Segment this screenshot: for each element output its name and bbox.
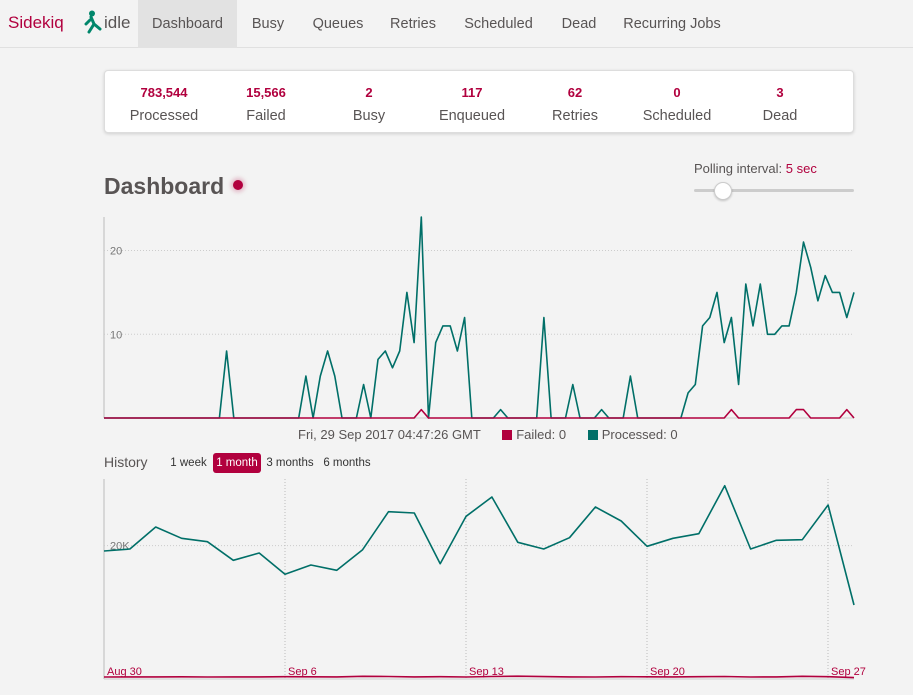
- stat-label: Scheduled: [642, 108, 712, 124]
- brand-logo[interactable]: Sidekiq: [8, 13, 64, 32]
- legend-timestamp: Fri, 29 Sep 2017 04:47:26 GMT: [298, 427, 481, 442]
- live-beacon-icon: [233, 180, 243, 190]
- failed-swatch-icon: [502, 430, 513, 440]
- page-title: Dashboard: [104, 173, 225, 199]
- tab-queues[interactable]: Queues: [312, 16, 364, 32]
- tab-recurring-jobs[interactable]: Recurring Jobs: [623, 16, 721, 32]
- polling-interval-slider[interactable]: [694, 189, 854, 192]
- stat-label: Processed: [129, 108, 199, 124]
- series-line-failed: [103, 675, 855, 679]
- x-tick-label: Sep 6: [288, 666, 317, 678]
- y-tick-label: 10: [110, 329, 122, 341]
- stat-label: Retries: [552, 108, 598, 124]
- tab-dead[interactable]: Dead: [561, 16, 597, 32]
- stat-value: 0: [673, 85, 681, 100]
- stat-value: 3: [776, 85, 784, 100]
- y-tick-label: 20: [110, 246, 122, 258]
- stat-value: 117: [461, 85, 483, 100]
- legend-failed: Failed: 0: [516, 427, 567, 442]
- tab-busy[interactable]: Busy: [251, 16, 285, 32]
- series-line-processed: [104, 216, 855, 419]
- processed-swatch-icon: [587, 430, 598, 440]
- range-1-week[interactable]: 1 week: [170, 457, 207, 469]
- status-text: idle: [104, 13, 131, 32]
- sidekiq-kick-icon: [84, 10, 102, 34]
- stat-label: Failed: [246, 108, 286, 124]
- summary-bar: 783,544 Processed 15,566 Failed 2 Busy 1…: [104, 70, 854, 133]
- range-1-month[interactable]: 1 month: [213, 453, 261, 473]
- stat-label: Enqueued: [438, 108, 506, 124]
- tab-dashboard[interactable]: Dashboard: [138, 0, 237, 48]
- polling-interval-label: Polling interval: 5 sec: [694, 161, 817, 176]
- stat-value: 2: [365, 85, 373, 100]
- stat-label: Busy: [352, 108, 386, 124]
- navbar: Sidekiq idle Dashboard Busy Queues Retri…: [0, 0, 913, 48]
- legend-processed: Processed: 0: [601, 427, 678, 442]
- x-tick-label: Aug 30: [107, 666, 142, 678]
- realtime-legend: Fri, 29 Sep 2017 04:47:26 GMT Failed: 0 …: [298, 427, 678, 442]
- series-line-processed: [103, 484, 855, 606]
- range-6-months[interactable]: 6 months: [323, 457, 371, 469]
- stat-label: Dead: [762, 108, 798, 124]
- slider-handle[interactable]: [713, 182, 732, 200]
- x-tick-label: Sep 27: [831, 666, 866, 678]
- stat-value: 783,544: [140, 85, 188, 100]
- tab-retries[interactable]: Retries: [390, 16, 436, 32]
- stat-value: 62: [567, 85, 583, 100]
- range-3-months[interactable]: 3 months: [266, 457, 314, 469]
- polling-interval-value: 5 sec: [785, 161, 817, 176]
- x-tick-label: Sep 20: [650, 666, 685, 678]
- tab-scheduled[interactable]: Scheduled: [464, 16, 533, 32]
- polling-interval-text: Polling interval:: [694, 161, 783, 176]
- y-tick-label: 20K: [110, 541, 130, 553]
- x-tick-label: Sep 13: [469, 666, 504, 678]
- history-title: History: [104, 454, 148, 470]
- series-line-failed: [104, 408, 855, 419]
- stat-value: 15,566: [246, 85, 286, 100]
